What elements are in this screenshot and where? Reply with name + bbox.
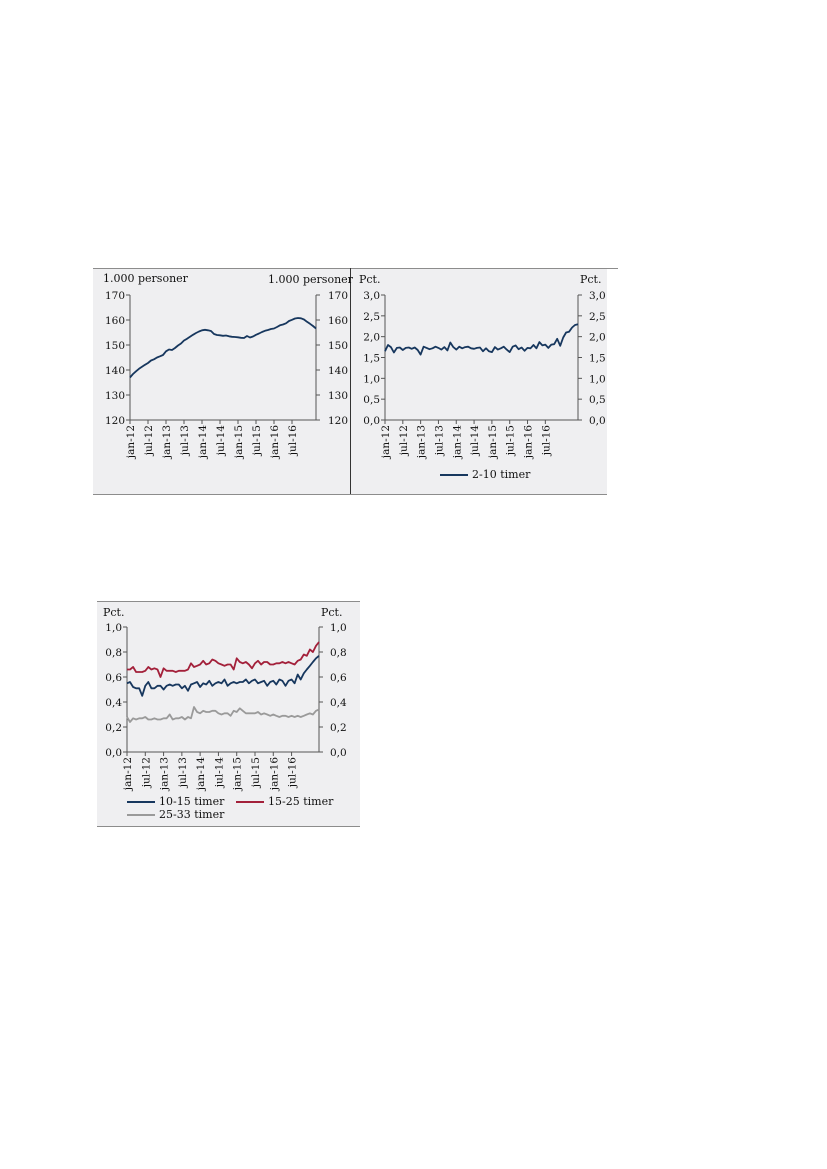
y-tick-label-left: 1,0 [105, 622, 122, 634]
y-tick-label-right: 160 [328, 315, 348, 327]
y-tick-label-right: 2,5 [589, 311, 606, 323]
x-tick-label: jan-13 [416, 425, 428, 460]
y-tick-label-left: 0,8 [105, 647, 122, 659]
y-tick-label-right: 130 [328, 390, 348, 402]
chart3-right-unit: Pct. [321, 606, 343, 619]
y-tick-label-right: 1,5 [589, 353, 606, 365]
y-tick-label-right: 120 [328, 415, 348, 427]
x-tick-label: jul-13 [177, 757, 189, 789]
chart3-legend-15-25: 15-25 timer [236, 795, 333, 808]
y-tick-label-right: 170 [328, 290, 348, 302]
legend-label-15-25: 15-25 timer [268, 795, 334, 808]
legend-label-2-10: 2-10 timer [472, 468, 531, 481]
legend-swatch-25-33 [127, 813, 155, 816]
x-tick-label: jan-15 [487, 425, 499, 460]
x-tick-label: jan-15 [233, 425, 245, 460]
y-tick-label-left: 130 [105, 390, 125, 402]
y-tick-label-left: 0,6 [105, 672, 122, 684]
legend-swatch-10-15 [127, 800, 155, 803]
x-tick-label: jul-12 [143, 425, 155, 457]
x-tick-label: jan-12 [380, 425, 392, 460]
chart3-legend-25-33: 25-33 timer [127, 808, 224, 821]
y-tick-label-right: 0,6 [330, 672, 347, 684]
x-tick-label: jul-16 [540, 425, 552, 458]
x-tick-label: jan-16 [523, 425, 535, 461]
y-tick-label-left: 1,5 [363, 353, 380, 365]
x-tick-label: jul-15 [505, 425, 517, 457]
x-tick-label: jan-16 [269, 425, 281, 461]
x-tick-label: jan-12 [125, 425, 137, 460]
x-tick-label: jan-16 [268, 757, 280, 793]
y-tick-label-right: 0,0 [589, 415, 606, 427]
chart1-left-unit: 1.000 personer [103, 272, 188, 285]
y-tick-label-left: 160 [105, 315, 125, 327]
x-tick-label: jul-13 [179, 425, 191, 457]
y-tick-label-right: 140 [328, 365, 348, 377]
x-tick-label: jan-13 [161, 425, 173, 460]
y-tick-label-left: 140 [105, 365, 125, 377]
legend-swatch-15-25 [236, 800, 264, 803]
x-tick-label: jul-15 [250, 757, 262, 789]
x-tick-label: jul-12 [140, 757, 152, 789]
x-tick-label: jul-14 [215, 425, 227, 458]
y-tick-label-right: 0,5 [589, 394, 606, 406]
x-tick-label: jan-14 [197, 425, 209, 461]
y-tick-label-right: 2,0 [589, 332, 606, 344]
y-tick-label-left: 2,5 [363, 311, 380, 323]
chart2-legend: 2-10 timer [440, 468, 530, 481]
chart2-left-unit: Pct. [359, 273, 381, 286]
chart2-right-unit: Pct. [580, 273, 602, 286]
y-tick-label-right: 1,0 [589, 373, 606, 385]
x-tick-label: jul-14 [213, 757, 225, 790]
y-tick-label-right: 1,0 [330, 622, 347, 634]
y-tick-label-left: 2,0 [363, 332, 380, 344]
y-tick-label-left: 170 [105, 290, 125, 302]
chart3-series-line-0 [126, 655, 320, 697]
y-tick-label-right: 0,2 [330, 722, 347, 734]
y-tick-label-left: 1,0 [363, 373, 380, 385]
chart1-series-line-0 [129, 317, 317, 379]
y-tick-label-right: 3,0 [589, 290, 606, 302]
y-tick-label-right: 0,0 [330, 747, 347, 759]
legend-swatch-2-10 [440, 473, 468, 476]
y-tick-label-left: 0,2 [105, 722, 122, 734]
y-tick-label-right: 0,8 [330, 647, 347, 659]
x-tick-label: jul-14 [469, 425, 481, 458]
chart3-series-line-2 [126, 706, 320, 723]
y-tick-label-left: 120 [105, 415, 125, 427]
y-tick-label-left: 0,5 [363, 394, 380, 406]
chart2-series-line-0 [384, 323, 579, 356]
x-tick-label: jan-14 [195, 757, 207, 793]
legend-label-25-33: 25-33 timer [159, 808, 225, 821]
x-tick-label: jul-12 [398, 425, 410, 457]
x-tick-label: jul-13 [433, 425, 445, 457]
chart3-left-unit: Pct. [103, 606, 125, 619]
y-tick-label-left: 0,0 [105, 747, 122, 759]
y-tick-label-right: 0,4 [330, 697, 347, 709]
x-tick-label: jul-16 [287, 425, 299, 458]
chart3-legend-10-15: 10-15 timer [127, 795, 224, 808]
chart1-right-unit: 1.000 personer [268, 273, 353, 286]
chart-panel-employment [93, 268, 350, 494]
legend-label-10-15: 10-15 timer [159, 795, 225, 808]
y-tick-label-left: 150 [105, 340, 125, 352]
y-tick-label-right: 150 [328, 340, 348, 352]
x-tick-label: jul-16 [287, 757, 299, 790]
y-tick-label-left: 0,4 [105, 697, 122, 709]
x-tick-label: jan-13 [159, 757, 171, 792]
y-tick-label-left: 3,0 [363, 290, 380, 302]
x-tick-label: jan-12 [122, 757, 134, 792]
y-tick-label-left: 0,0 [363, 415, 380, 427]
x-tick-label: jan-15 [232, 757, 244, 792]
x-tick-label: jan-14 [451, 425, 463, 461]
chart-panel-2-10-hours [351, 268, 607, 494]
chart3-series-line-1 [127, 641, 320, 678]
x-tick-label: jul-15 [251, 425, 263, 457]
